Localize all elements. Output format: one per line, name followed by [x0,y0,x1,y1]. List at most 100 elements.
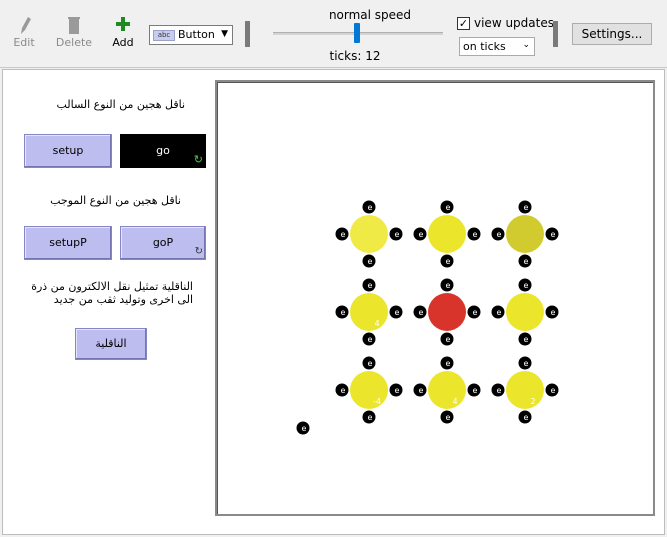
electron: e [545,305,559,319]
electron: e [467,383,481,397]
svg-text:e: e [446,281,451,290]
view-updates-checkbox[interactable]: ✓ [457,17,470,30]
note-negative-type: ناقل هجين من النوع السالب [56,98,185,111]
electron: e [362,278,376,292]
pencil-icon [21,17,31,34]
svg-text:e: e [419,230,424,239]
svg-text:e: e [446,257,451,266]
electron: e [335,305,349,319]
add-tool[interactable]: Add [101,14,145,54]
electron: e [362,254,376,268]
svg-text:e: e [368,257,373,266]
svg-text:e: e [368,413,373,422]
toolbar-separator [245,21,250,47]
speed-label: normal speed [328,8,412,22]
svg-text:e: e [341,308,346,317]
svg-text:e: e [473,386,478,395]
conduction-button[interactable]: الناقلية [75,328,147,360]
electron: e [335,227,349,241]
free-electron: e [296,421,310,435]
delete-label: Delete [55,36,93,49]
atom [506,215,544,253]
atom: 2 [506,371,544,409]
svg-text:e: e [419,308,424,317]
update-mode-value: on ticks [463,40,506,53]
speed-slider-thumb[interactable] [354,23,360,43]
electron: e [440,410,454,424]
interface-panel: ناقل هجين من النوع السالب setup go ناقل … [2,69,665,535]
electron: e [389,383,403,397]
electron: e [362,200,376,214]
atom [506,293,544,331]
electron: e [413,227,427,241]
edit-label: Edit [13,36,35,49]
electron: e [440,332,454,346]
tick-counter: ticks: 12 [329,49,381,63]
electron: e [491,227,505,241]
electron: e [518,410,532,424]
svg-text:e: e [341,230,346,239]
electron: e [491,383,505,397]
widget-type-value: Button [178,28,215,41]
atom [428,293,466,331]
goP-button[interactable]: goP [120,226,206,268]
svg-text:e: e [395,386,400,395]
electron: e [440,254,454,268]
electron: e [518,254,532,268]
svg-text:e: e [524,281,529,290]
svg-text:e: e [551,386,556,395]
electron: e [362,410,376,424]
add-label: Add [112,36,134,49]
plus-icon [116,17,130,31]
update-mode-select[interactable]: on ticks ⌄ [459,37,535,56]
svg-text:e: e [524,257,529,266]
svg-text:4: 4 [374,319,379,328]
toolbar: Edit Delete Add abc Button ▼ normal spee… [0,0,667,68]
electron: e [518,278,532,292]
electron: e [440,200,454,214]
atom [350,215,388,253]
setup-button[interactable]: setup [24,134,112,168]
svg-text:e: e [419,386,424,395]
svg-text:e: e [368,359,373,368]
delete-tool[interactable]: Delete [52,14,96,54]
electron: e [518,200,532,214]
svg-text:e: e [446,413,451,422]
svg-text:e: e [368,335,373,344]
electron: e [467,227,481,241]
svg-text:e: e [473,308,478,317]
svg-text:e: e [524,335,529,344]
svg-text:e: e [446,335,451,344]
electron: e [413,305,427,319]
svg-text:e: e [341,386,346,395]
svg-text:e: e [446,359,451,368]
electron: e [545,383,559,397]
electron: e [389,305,403,319]
button-widget-icon: abc [153,30,175,41]
atom [428,215,466,253]
electron: e [467,305,481,319]
svg-text:e: e [302,424,307,433]
go-button[interactable]: go [120,134,206,176]
svg-text:e: e [524,413,529,422]
electron: e [413,383,427,397]
svg-text:4: 4 [452,397,457,406]
svg-text:e: e [395,230,400,239]
chevron-down-icon: ▼ [221,29,228,39]
electron: e [491,305,505,319]
toolbar-separator [553,21,558,47]
world-view[interactable]: 4 -4 4 2 e e e e e e e e e e e e e e e e e e e e e e e e e e e e e e e e e e e… [215,80,655,516]
electron: e [362,356,376,370]
electron: e [440,356,454,370]
svg-text:e: e [446,203,451,212]
trash-icon [68,17,80,34]
widget-type-select[interactable]: abc Button ▼ [149,25,233,45]
electron: e [389,227,403,241]
svg-text:e: e [551,308,556,317]
svg-text:e: e [551,230,556,239]
edit-tool[interactable]: Edit [2,14,46,54]
setupP-button[interactable]: setupP [24,226,112,260]
note-positive-type: ناقل هجين من النوع الموجب [50,194,181,207]
view-updates-label: view updates [474,16,554,30]
settings-button[interactable]: Settings... [572,23,652,45]
